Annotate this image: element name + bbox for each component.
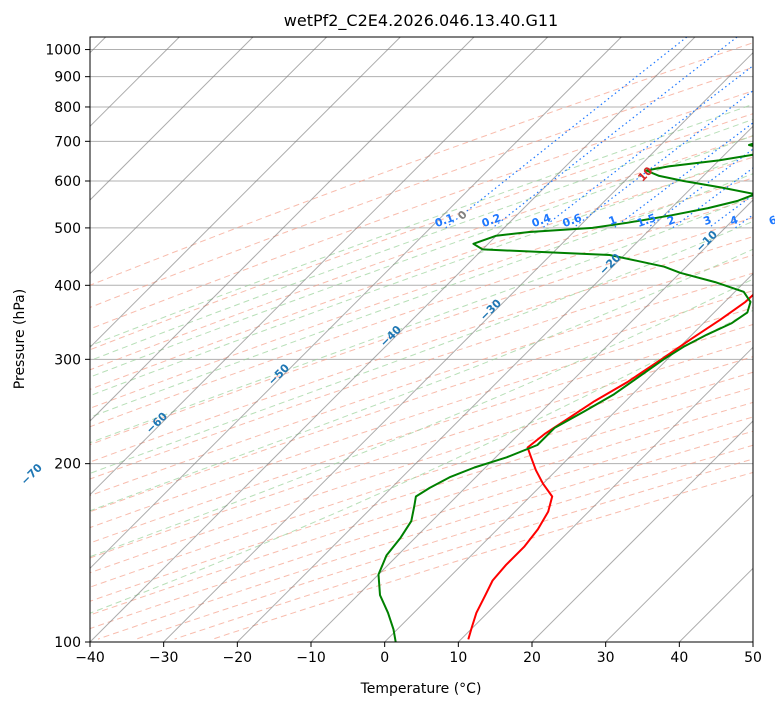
x-tick-label: 0 — [380, 650, 389, 666]
x-tick-label: 50 — [744, 650, 762, 666]
dry-adiabat-line — [90, 416, 753, 630]
y-tick-label: 500 — [54, 221, 81, 237]
x-axis-label: Temperature (°C) — [360, 681, 482, 697]
isotherm-line — [752, 641, 753, 642]
moist-adiabat-line — [90, 278, 753, 558]
dry-adiabat-line — [90, 197, 753, 428]
profile-lines — [377, 142, 753, 642]
y-tick-label: 100 — [54, 635, 81, 651]
dry-adiabat-line — [174, 458, 753, 640]
y-tick-label: 800 — [54, 100, 81, 116]
dry-adiabat-line — [90, 401, 753, 616]
y-tick-label: 600 — [54, 174, 81, 190]
mixing-ratio-label: 4 — [728, 213, 740, 228]
moist-adiabat-line — [90, 195, 753, 444]
x-tick-label: 40 — [670, 650, 688, 666]
mixing-ratio-label: 0.4 — [530, 211, 553, 230]
y-tick-label: 200 — [54, 457, 81, 473]
dry-adiabat-line — [90, 156, 753, 390]
dry-adiabat-line — [90, 90, 753, 330]
dry-adiabat-line — [97, 430, 753, 640]
mixing-ratio-line — [572, 89, 753, 229]
y-tick-label: 400 — [54, 278, 81, 294]
dry-adiabat-line — [90, 217, 753, 446]
x-tick-label: 20 — [523, 650, 541, 666]
moist-adiabat-line — [90, 309, 753, 614]
isotherm-line — [605, 493, 753, 642]
isotherm-line — [90, 37, 328, 275]
mixing-ratio-line — [445, 37, 688, 229]
y-tick-label: 700 — [54, 134, 81, 150]
mixing-ratio-label: 0.6 — [561, 211, 584, 230]
isotherm-line — [90, 37, 696, 642]
isotherm-label: −70 — [18, 461, 45, 488]
isotherm-line — [310, 199, 753, 642]
dry-adiabat-line — [90, 66, 753, 309]
isotherm-line — [457, 346, 753, 642]
moist-adiabat-line — [90, 173, 753, 418]
axis-ticks: −40 −30 −20 −10 0 10 20 30 40 50 1000 900 800 700 600 5… — [45, 43, 762, 666]
mixing-ratio-label: 1.5 — [635, 211, 658, 230]
mixing-ratio-line — [672, 167, 753, 229]
background-lines — [90, 37, 753, 642]
mixing-ratio-label: 0.1 — [433, 211, 456, 230]
dry-adiabat-line — [90, 113, 753, 351]
mixing-ratio-label: 0.2 — [480, 211, 503, 230]
moist-adiabat-line — [90, 153, 753, 397]
moist-adiabat-line — [90, 248, 753, 512]
plot-background — [90, 37, 753, 642]
chart-title: wetPf2_C2E4.2026.046.13.40.G11 — [284, 11, 558, 31]
x-tick-label: −10 — [296, 650, 326, 666]
moist-adiabat-line — [90, 135, 753, 378]
dry-adiabat-line — [90, 135, 753, 371]
plot-frame — [89, 36, 754, 643]
x-tick-label: −40 — [75, 650, 105, 666]
dry-adiabat-line — [90, 177, 753, 409]
isotherm-line — [90, 37, 549, 496]
y-tick-label: 900 — [54, 70, 81, 86]
isotherm-line — [90, 37, 475, 422]
dry-adiabat-line — [90, 236, 753, 463]
mixing-ratio-label: 6 — [767, 213, 775, 228]
x-tick-label: 30 — [597, 650, 615, 666]
temperature-profile-line — [467, 293, 753, 640]
x-tick-label: −20 — [223, 650, 253, 666]
isotherm-line — [90, 37, 254, 201]
isotherm-line — [90, 37, 401, 349]
y-tick-label: 300 — [54, 352, 81, 368]
dewpoint-profile-line — [377, 142, 753, 642]
isotherm-line — [384, 272, 753, 642]
isotherm-line — [236, 125, 753, 642]
isotherm-line — [163, 51, 753, 642]
mixing-ratio-label: 3 — [702, 213, 714, 228]
isotherm-line — [90, 37, 622, 570]
y-tick-label: 1000 — [45, 43, 81, 59]
mixing-ratio-label: 1 — [607, 213, 619, 228]
x-tick-label: −30 — [149, 650, 179, 666]
moist-adiabat-line — [90, 118, 753, 362]
mixing-ratio-line — [492, 37, 738, 229]
isotherm-line — [531, 420, 753, 642]
y-axis-label: Pressure (hPa) — [12, 289, 28, 389]
mixing-ratio-label: 2 — [665, 213, 677, 228]
dry-adiabat-line — [136, 444, 753, 640]
x-tick-label: 10 — [449, 650, 467, 666]
